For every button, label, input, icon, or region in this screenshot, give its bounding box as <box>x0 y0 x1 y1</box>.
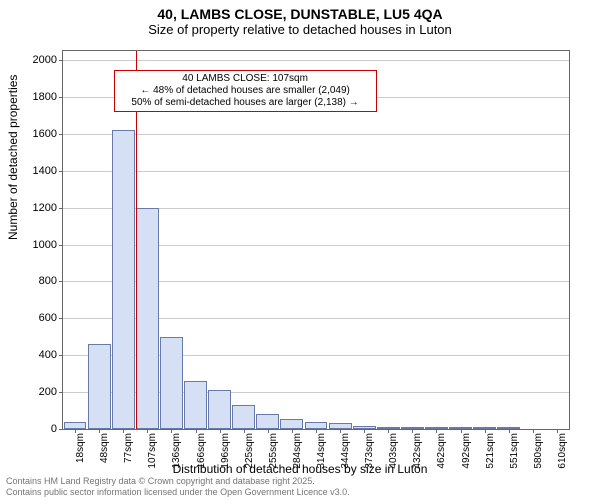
histogram-bar <box>280 419 303 429</box>
y-tick-mark <box>59 318 63 319</box>
histogram-bar <box>136 208 159 429</box>
chart-subtitle: Size of property relative to detached ho… <box>0 22 600 37</box>
y-tick-label: 1800 <box>33 91 57 103</box>
plot-area: 40 LAMBS CLOSE: 107sqm ← 48% of detached… <box>62 50 570 430</box>
y-tick-label: 800 <box>39 275 57 287</box>
histogram-bar <box>208 390 231 429</box>
histogram-bar <box>88 344 111 429</box>
histogram-bar <box>232 405 255 429</box>
grid-line <box>63 171 569 172</box>
x-tick-label: 48sqm <box>99 433 110 463</box>
x-tick-label: 18sqm <box>75 433 86 463</box>
histogram-bar <box>305 422 328 429</box>
y-tick-label: 2000 <box>33 54 57 66</box>
y-tick-mark <box>59 97 63 98</box>
chart-container: 40, LAMBS CLOSE, DUNSTABLE, LU5 4QA Size… <box>0 0 600 500</box>
y-tick-mark <box>59 281 63 282</box>
y-tick-mark <box>59 208 63 209</box>
chart-title: 40, LAMBS CLOSE, DUNSTABLE, LU5 4QA <box>0 6 600 22</box>
y-tick-label: 0 <box>51 423 57 435</box>
annotation-box: 40 LAMBS CLOSE: 107sqm ← 48% of detached… <box>114 70 377 112</box>
y-tick-mark <box>59 392 63 393</box>
y-tick-mark <box>59 60 63 61</box>
y-axis-label: Number of detached properties <box>6 75 20 240</box>
histogram-bar <box>184 381 207 429</box>
grid-line <box>63 60 569 61</box>
y-tick-mark <box>59 134 63 135</box>
footer: Contains HM Land Registry data © Crown c… <box>6 476 350 498</box>
annotation-line2: ← 48% of detached houses are smaller (2,… <box>119 85 372 97</box>
y-tick-mark <box>59 355 63 356</box>
histogram-bar <box>160 337 183 429</box>
x-tick-label: 77sqm <box>123 433 134 463</box>
y-tick-label: 1000 <box>33 239 57 251</box>
y-tick-label: 400 <box>39 349 57 361</box>
annotation-line1: 40 LAMBS CLOSE: 107sqm <box>119 73 372 85</box>
y-tick-label: 1600 <box>33 128 57 140</box>
y-tick-mark <box>59 171 63 172</box>
histogram-bar <box>112 130 135 429</box>
y-tick-label: 1400 <box>33 165 57 177</box>
y-tick-label: 1200 <box>33 202 57 214</box>
y-tick-label: 200 <box>39 386 57 398</box>
y-tick-mark <box>59 429 63 430</box>
histogram-bar <box>256 414 279 429</box>
y-tick-label: 600 <box>39 312 57 324</box>
footer-line1: Contains HM Land Registry data © Crown c… <box>6 476 350 487</box>
histogram-bar <box>64 422 87 429</box>
x-axis-label: Distribution of detached houses by size … <box>0 462 600 476</box>
footer-line2: Contains public sector information licen… <box>6 487 350 498</box>
grid-line <box>63 134 569 135</box>
y-tick-mark <box>59 245 63 246</box>
annotation-line3: 50% of semi-detached houses are larger (… <box>119 97 372 109</box>
title-block: 40, LAMBS CLOSE, DUNSTABLE, LU5 4QA Size… <box>0 0 600 37</box>
